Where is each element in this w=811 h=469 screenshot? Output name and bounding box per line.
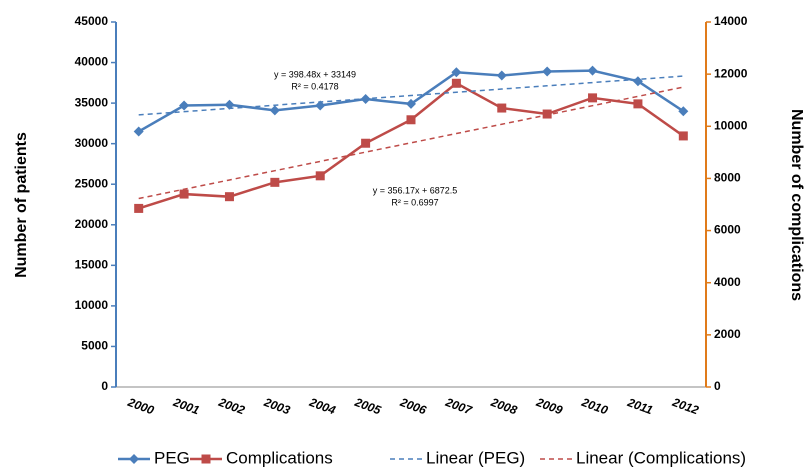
point (134, 203, 144, 213)
legend-marker (201, 454, 211, 464)
y2-axis-title: Number of complications (788, 109, 805, 301)
x-tick-label: 2008 (488, 395, 519, 418)
legend-label: PEG (154, 448, 190, 467)
x-tick-label: 2011 (625, 395, 655, 417)
y2-tick-label: 12000 (714, 66, 748, 80)
point (451, 78, 461, 88)
y-tick-label: 20000 (75, 217, 109, 231)
x-tick-label: 2007 (443, 395, 475, 418)
y-tick-label: 10000 (75, 298, 109, 312)
point (269, 105, 280, 116)
legend-marker (129, 454, 139, 464)
y-tick-label: 5000 (81, 339, 108, 353)
y2-tick-label: 14000 (714, 14, 748, 28)
x-tick-label: 2012 (670, 395, 701, 418)
y2-tick-label: 4000 (714, 275, 741, 289)
point (315, 171, 325, 181)
x-tick-label: 2000 (125, 395, 156, 418)
x-tick-label: 2002 (216, 395, 247, 418)
trend-equation: y = 356.17x + 6872.5 (373, 185, 458, 195)
y-tick-label: 45000 (75, 14, 109, 28)
point (588, 93, 598, 103)
point (179, 100, 190, 111)
point (451, 67, 462, 78)
y-tick-label: 35000 (75, 95, 109, 109)
legend-label: Complications (226, 448, 333, 467)
point (406, 115, 416, 125)
trend-equation: y = 398.48x + 33149 (274, 69, 356, 79)
point (497, 103, 507, 113)
point (224, 99, 235, 110)
point (633, 99, 643, 109)
point (224, 192, 234, 202)
y2-tick-label: 10000 (714, 118, 748, 132)
point (406, 98, 416, 109)
legend-label: Linear (PEG) (426, 448, 525, 467)
trend-equation: R² = 0.4178 (291, 81, 338, 91)
trend-line (138, 86, 684, 200)
x-tick-label: 2009 (534, 395, 565, 418)
x-tick-label: 2010 (579, 395, 610, 418)
point (133, 126, 144, 137)
trend-equation: R² = 0.6997 (391, 197, 438, 207)
y2-tick-label: 0 (714, 379, 721, 393)
point (542, 66, 553, 77)
x-tick-label: 2004 (307, 395, 338, 418)
point (542, 109, 552, 119)
legend-label: Linear (Complications) (576, 448, 746, 467)
y-tick-label: 25000 (75, 176, 109, 190)
y-tick-label: 0 (101, 379, 108, 393)
point (361, 138, 371, 148)
point (587, 65, 598, 76)
point (678, 106, 689, 117)
y-tick-label: 40000 (75, 55, 109, 69)
x-tick-label: 2006 (397, 395, 428, 418)
trend-line (138, 75, 684, 116)
x-tick-label: 2005 (352, 395, 383, 418)
point (270, 177, 280, 187)
y2-tick-label: 8000 (714, 171, 741, 185)
point (179, 189, 189, 199)
point (678, 131, 688, 141)
point (632, 76, 643, 87)
x-tick-label: 2003 (261, 395, 292, 418)
point (315, 100, 326, 111)
y-tick-label: 15000 (75, 258, 109, 272)
y-axis-title: Number of patients (13, 132, 30, 278)
y-tick-label: 30000 (75, 136, 109, 150)
x-tick-label: 2001 (170, 395, 201, 418)
y2-tick-label: 6000 (714, 223, 741, 237)
y2-tick-label: 2000 (714, 327, 741, 341)
point (496, 70, 507, 81)
